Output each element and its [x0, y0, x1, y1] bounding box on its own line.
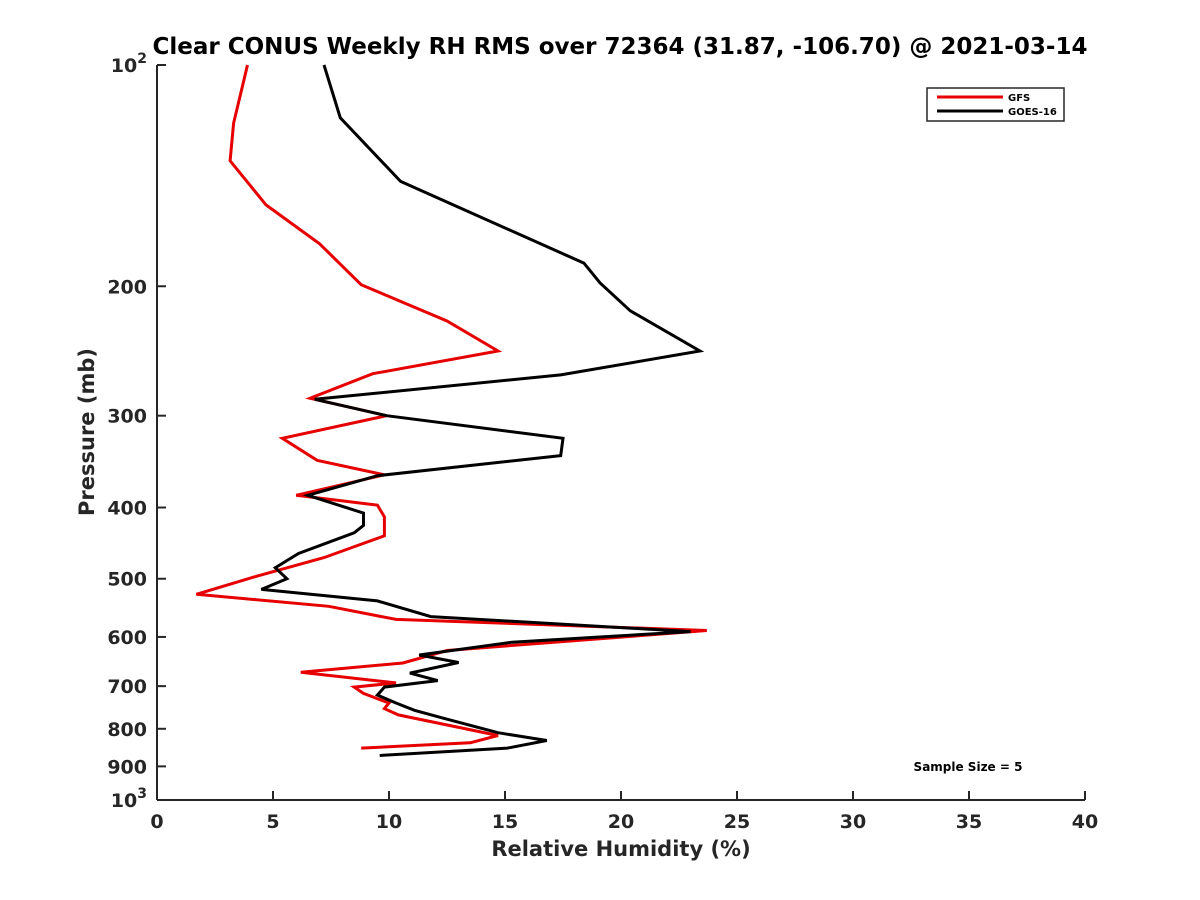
y-tick-label: 103 [111, 786, 147, 812]
sample-size-annotation: Sample Size = 5 [914, 760, 1023, 774]
series-layer [195, 64, 707, 757]
y-tick-label: 300 [107, 406, 147, 428]
x-tick-label: 35 [956, 811, 982, 833]
series-line-gfs [195, 64, 707, 750]
x-tick-label: 5 [266, 811, 279, 833]
x-ticks: 0 5 10 15 20 25 30 35 40 [150, 791, 1098, 833]
y-tick-label: 700 [107, 676, 147, 698]
y-tick-label: 800 [107, 719, 147, 741]
x-tick-label: 10 [376, 811, 402, 833]
x-tick-label: 30 [840, 811, 866, 833]
legend-box [926, 87, 1065, 122]
y-tick-label: 200 [107, 276, 147, 298]
y-tick-label: 400 [107, 498, 147, 520]
legend-label-gfs: GFS [1008, 93, 1030, 104]
legend: GFS GOES-16 [926, 87, 1065, 122]
series-line-goes-16 [260, 64, 705, 757]
legend-label-goes-16: GOES-16 [1008, 107, 1057, 118]
y-ticks: 102 200 300 400 500 600 700 800 900 103 [107, 51, 166, 812]
y-tick-label: 500 [107, 569, 147, 591]
x-tick-label: 40 [1072, 811, 1098, 833]
x-tick-label: 15 [492, 811, 518, 833]
x-tick-label: 0 [150, 811, 163, 833]
y-tick-label: 600 [107, 627, 147, 649]
chart-title: Clear CONUS Weekly RH RMS over 72364 (31… [153, 34, 1088, 60]
x-tick-label: 20 [608, 811, 634, 833]
y-tick-label: 900 [107, 756, 147, 778]
y-tick-label: 102 [111, 51, 147, 77]
x-axis-label: Relative Humidity (%) [491, 837, 750, 861]
y-axis-label: Pressure (mb) [75, 348, 99, 516]
x-tick-label: 25 [724, 811, 750, 833]
